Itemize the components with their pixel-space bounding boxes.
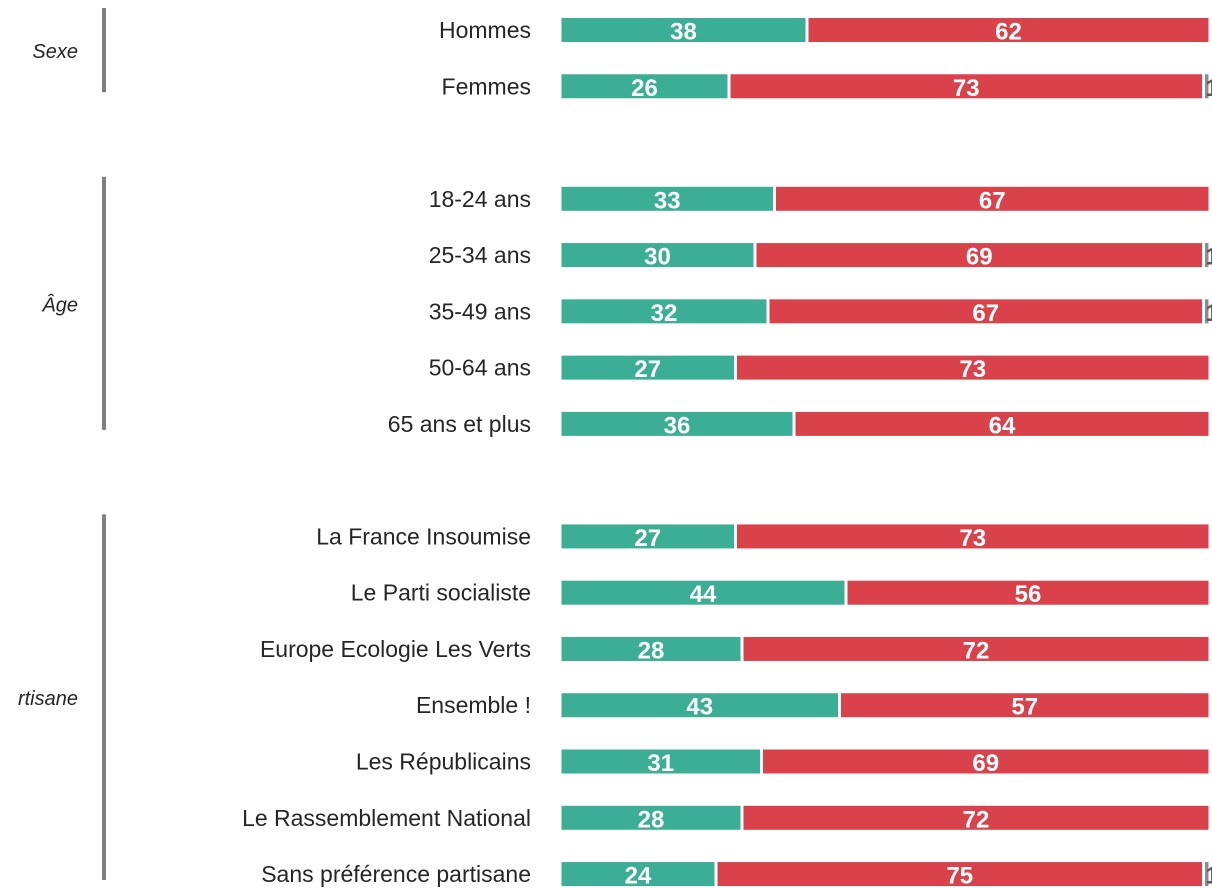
value-label: 72 <box>963 806 990 833</box>
value-label: 57 <box>1011 694 1038 721</box>
bar-segment <box>558 352 737 383</box>
value-label: 27 <box>634 356 661 383</box>
category-label: Le Rassemblement National <box>242 805 531 831</box>
bar-segment <box>1202 859 1212 889</box>
value-label: 75 <box>946 863 973 889</box>
category-label: 18-24 ans <box>429 186 531 212</box>
value-label: 28 <box>638 806 665 833</box>
value-label: 69 <box>972 750 999 777</box>
value-label: 73 <box>959 525 986 552</box>
value-label: 69 <box>966 244 993 271</box>
value-label: 62 <box>995 19 1022 46</box>
bar-segment <box>714 859 1205 889</box>
bar-segment <box>558 633 744 664</box>
value-label: 44 <box>690 581 717 608</box>
category-label: Hommes <box>439 17 531 43</box>
value-label: 1 <box>1206 75 1212 102</box>
category-label: 50-64 ans <box>429 355 531 381</box>
bar-segment <box>558 296 770 327</box>
value-label: 67 <box>979 187 1006 214</box>
bar-segment <box>558 183 776 214</box>
bar-segment <box>558 802 744 833</box>
category-label: Femmes <box>442 73 531 99</box>
value-label: 33 <box>654 187 681 214</box>
bar-segment <box>1202 296 1212 327</box>
value-label: 27 <box>634 525 661 552</box>
bar-segment <box>558 15 809 45</box>
bar-segment <box>1202 71 1212 102</box>
category-label: Europe Ecologie Les Verts <box>260 636 531 662</box>
category-label: Les Républicains <box>356 749 531 775</box>
bar-segment <box>805 15 1212 45</box>
bar-segment <box>558 240 757 271</box>
bar-segment <box>734 521 1212 552</box>
value-label: 32 <box>651 300 678 327</box>
bar-segment <box>760 746 1212 777</box>
category-label: Sans préférence partisane <box>261 861 531 887</box>
category-label: 35-49 ans <box>429 298 531 324</box>
value-label: 26 <box>631 75 658 102</box>
bar-segment <box>558 408 796 439</box>
value-label: 73 <box>959 356 986 383</box>
bar-segment <box>844 577 1212 608</box>
bar-segment <box>740 802 1212 833</box>
value-label: 24 <box>625 863 652 889</box>
bar-segment <box>792 408 1212 439</box>
bar-segment <box>734 352 1212 383</box>
bar-segment <box>1202 240 1212 271</box>
value-label: 43 <box>686 694 713 721</box>
value-label: 31 <box>647 750 674 777</box>
value-label: 30 <box>644 244 671 271</box>
bar-segment <box>558 71 731 102</box>
value-label: 73 <box>953 75 980 102</box>
category-label: La France Insoumise <box>316 523 531 549</box>
bar-segment <box>558 690 841 721</box>
category-label: Ensemble ! <box>416 692 531 718</box>
value-label: 38 <box>670 19 697 46</box>
value-label: 36 <box>664 412 691 439</box>
bar-segment <box>740 633 1212 664</box>
value-label: 67 <box>972 300 999 327</box>
value-label: 72 <box>963 637 990 664</box>
value-label: 56 <box>1015 581 1042 608</box>
bar-segment <box>558 577 848 608</box>
value-label: 1 <box>1206 244 1212 271</box>
bar-segment <box>838 690 1212 721</box>
value-label: 64 <box>989 412 1016 439</box>
bar-segment <box>773 183 1212 214</box>
group-label: rtisane <box>18 688 78 710</box>
category-label: 25-34 ans <box>429 242 531 268</box>
category-label: Le Parti socialiste <box>351 580 531 606</box>
group-label: Sexe <box>32 41 78 63</box>
bar-segment <box>558 746 763 777</box>
category-label: 65 ans et plus <box>388 411 531 437</box>
value-label: 28 <box>638 637 665 664</box>
group-label: Âge <box>41 293 78 316</box>
value-label: 1 <box>1206 863 1212 889</box>
value-label: 1 <box>1206 300 1212 327</box>
